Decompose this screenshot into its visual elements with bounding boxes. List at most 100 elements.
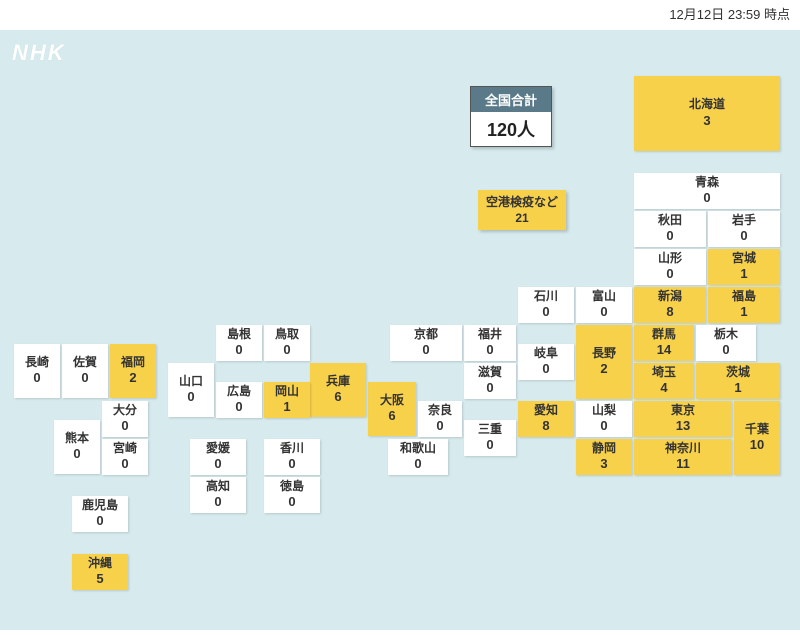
prefecture-tile[interactable]: 高知0 <box>190 477 246 513</box>
national-total-value: 120人 <box>471 112 551 146</box>
prefecture-name: 三重 <box>464 422 516 438</box>
prefecture-value: 14 <box>634 342 694 359</box>
prefecture-value: 1 <box>264 399 310 416</box>
prefecture-tile[interactable]: 岐阜0 <box>518 344 574 380</box>
prefecture-name: 香川 <box>264 441 320 457</box>
prefecture-name: 岐阜 <box>518 346 574 362</box>
prefecture-name: 石川 <box>518 289 574 305</box>
prefecture-value: 2 <box>576 361 632 378</box>
prefecture-tile[interactable]: 東京13 <box>634 401 732 437</box>
prefecture-name: 千葉 <box>734 422 780 438</box>
prefecture-tile[interactable]: 山口0 <box>168 363 214 417</box>
prefecture-tile[interactable]: 山梨0 <box>576 401 632 437</box>
prefecture-name: 徳島 <box>264 479 320 495</box>
prefecture-value: 0 <box>102 456 148 473</box>
airport-label: 空港検疫など <box>486 194 558 210</box>
prefecture-value: 1 <box>696 380 780 397</box>
prefecture-value: 0 <box>634 266 706 283</box>
prefecture-name: 富山 <box>576 289 632 305</box>
prefecture-tile[interactable]: 長崎0 <box>14 344 60 398</box>
prefecture-tile[interactable]: 埼玉4 <box>634 363 694 399</box>
prefecture-name: 秋田 <box>634 213 706 229</box>
prefecture-tile[interactable]: 福井0 <box>464 325 516 361</box>
prefecture-value: 6 <box>368 408 416 425</box>
prefecture-tile[interactable]: 栃木0 <box>696 325 756 361</box>
prefecture-tile[interactable]: 熊本0 <box>54 420 100 474</box>
prefecture-tile[interactable]: 大分0 <box>102 401 148 437</box>
national-total-label: 全国合計 <box>471 87 551 112</box>
prefecture-tile[interactable]: 奈良0 <box>418 401 462 437</box>
prefecture-name: 神奈川 <box>634 441 732 457</box>
prefecture-value: 0 <box>190 494 246 511</box>
prefecture-value: 0 <box>264 456 320 473</box>
prefecture-tile[interactable]: 群馬14 <box>634 325 694 361</box>
prefecture-value: 6 <box>310 389 366 406</box>
prefecture-name: 大分 <box>102 403 148 419</box>
prefecture-tile[interactable]: 岩手0 <box>708 211 780 247</box>
prefecture-name: 岡山 <box>264 384 310 400</box>
prefecture-tile[interactable]: 福島1 <box>708 287 780 323</box>
prefecture-name: 東京 <box>634 403 732 419</box>
prefecture-value: 0 <box>72 513 128 530</box>
prefecture-name: 福井 <box>464 327 516 343</box>
prefecture-value: 0 <box>696 342 756 359</box>
prefecture-tile[interactable]: 千葉10 <box>734 401 780 475</box>
airport-value: 21 <box>486 210 558 226</box>
prefecture-name: 和歌山 <box>388 441 448 457</box>
prefecture-value: 0 <box>62 370 108 387</box>
prefecture-tile[interactable]: 島根0 <box>216 325 262 361</box>
prefecture-tile[interactable]: 石川0 <box>518 287 574 323</box>
prefecture-tile[interactable]: 青森0 <box>634 173 780 209</box>
prefecture-tile[interactable]: 兵庫6 <box>310 363 366 417</box>
prefecture-tile[interactable]: 新潟8 <box>634 287 706 323</box>
prefecture-value: 0 <box>576 304 632 321</box>
prefecture-tile[interactable]: 茨城1 <box>696 363 780 399</box>
prefecture-name: 高知 <box>190 479 246 495</box>
prefecture-value: 0 <box>464 437 516 454</box>
prefecture-tile[interactable]: 広島0 <box>216 382 262 418</box>
prefecture-name: 静岡 <box>576 441 632 457</box>
prefecture-tile[interactable]: 大阪6 <box>368 382 416 436</box>
prefecture-name: 福島 <box>708 289 780 305</box>
prefecture-tile[interactable]: 愛媛0 <box>190 439 246 475</box>
prefecture-tile[interactable]: 北海道3 <box>634 76 780 151</box>
timestamp-label: 12月12日 23:59 時点 <box>669 4 790 23</box>
prefecture-tile[interactable]: 三重0 <box>464 420 516 456</box>
prefecture-tile[interactable]: 沖縄5 <box>72 554 128 590</box>
prefecture-tile[interactable]: 徳島0 <box>264 477 320 513</box>
prefecture-value: 0 <box>464 342 516 359</box>
prefecture-name: 長野 <box>576 346 632 362</box>
prefecture-tile[interactable]: 宮崎0 <box>102 439 148 475</box>
prefecture-tile[interactable]: 佐賀0 <box>62 344 108 398</box>
prefecture-name: 鹿児島 <box>72 498 128 514</box>
prefecture-tile[interactable]: 福岡2 <box>110 344 156 398</box>
prefecture-value: 10 <box>734 437 780 454</box>
prefecture-tile[interactable]: 富山0 <box>576 287 632 323</box>
prefecture-tile[interactable]: 滋賀0 <box>464 363 516 399</box>
airport-quarantine-box: 空港検疫など 21 <box>478 190 566 230</box>
prefecture-name: 茨城 <box>696 365 780 381</box>
prefecture-tile[interactable]: 岡山1 <box>264 382 310 418</box>
prefecture-name: 佐賀 <box>62 355 108 371</box>
prefecture-value: 5 <box>72 571 128 588</box>
prefecture-tile[interactable]: 静岡3 <box>576 439 632 475</box>
prefecture-tile[interactable]: 香川0 <box>264 439 320 475</box>
prefecture-tile[interactable]: 山形0 <box>634 249 706 285</box>
prefecture-value: 1 <box>708 304 780 321</box>
prefecture-value: 0 <box>216 399 262 416</box>
prefecture-tile[interactable]: 鹿児島0 <box>72 496 128 532</box>
prefecture-name: 長崎 <box>14 355 60 371</box>
prefecture-value: 3 <box>634 113 780 130</box>
prefecture-name: 沖縄 <box>72 556 128 572</box>
prefecture-tile[interactable]: 神奈川11 <box>634 439 732 475</box>
prefecture-tile[interactable]: 長野2 <box>576 325 632 399</box>
prefecture-tile[interactable]: 和歌山0 <box>388 439 448 475</box>
prefecture-value: 0 <box>54 446 100 463</box>
prefecture-tile[interactable]: 鳥取0 <box>264 325 310 361</box>
prefecture-tile[interactable]: 宮城1 <box>708 249 780 285</box>
prefecture-name: 岩手 <box>708 213 780 229</box>
prefecture-value: 4 <box>634 380 694 397</box>
prefecture-tile[interactable]: 秋田0 <box>634 211 706 247</box>
prefecture-tile[interactable]: 京都0 <box>390 325 462 361</box>
prefecture-tile[interactable]: 愛知8 <box>518 401 574 437</box>
